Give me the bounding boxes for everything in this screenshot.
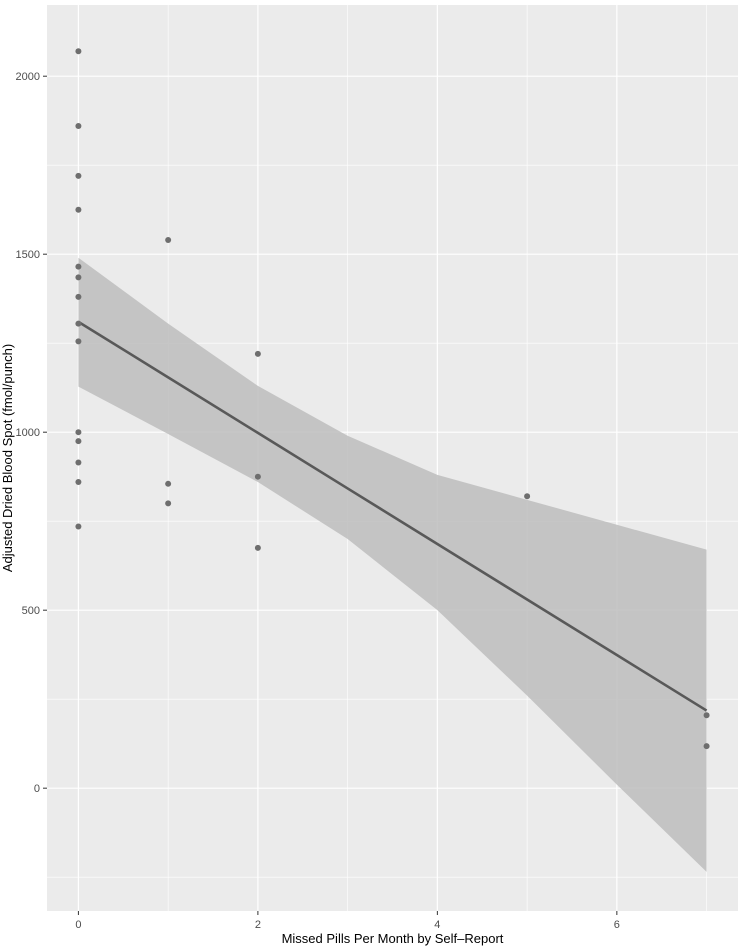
data-point bbox=[75, 293, 82, 300]
y-axis-ticks: 0 500 1000 1500 2000 bbox=[16, 71, 47, 795]
x-tick-label: 6 bbox=[614, 919, 620, 931]
y-tick-label: 0 bbox=[34, 783, 40, 795]
data-point bbox=[165, 236, 172, 243]
x-axis-title: Missed Pills Per Month by Self–Report bbox=[282, 931, 504, 946]
confidence-band bbox=[78, 257, 707, 872]
x-tick-label: 0 bbox=[75, 919, 81, 931]
y-tick-label: 2000 bbox=[16, 71, 40, 83]
data-point bbox=[254, 350, 261, 357]
data-point bbox=[75, 459, 82, 466]
x-tick-label: 2 bbox=[255, 919, 261, 931]
y-tick-label: 500 bbox=[22, 605, 40, 617]
data-point bbox=[75, 523, 82, 530]
data-point bbox=[254, 544, 261, 551]
data-point bbox=[703, 743, 710, 750]
y-axis-title: Adjusted Dried Blood Spot (fmol/punch) bbox=[0, 344, 15, 572]
x-axis-ticks: 0 2 4 6 bbox=[75, 911, 620, 931]
regression-line-layer bbox=[77, 320, 708, 712]
regression-line bbox=[77, 320, 708, 712]
data-point bbox=[75, 123, 82, 130]
data-point bbox=[75, 479, 82, 486]
data-point bbox=[703, 712, 710, 719]
y-tick-label: 1500 bbox=[16, 249, 40, 261]
data-point bbox=[524, 493, 531, 500]
data-point bbox=[75, 263, 82, 270]
x-tick-label: 4 bbox=[434, 919, 440, 931]
data-point bbox=[75, 338, 82, 345]
data-point bbox=[75, 48, 82, 55]
data-point bbox=[75, 206, 82, 213]
data-points bbox=[75, 48, 710, 750]
data-point bbox=[75, 172, 82, 179]
data-point bbox=[254, 473, 261, 480]
confidence-band-layer bbox=[78, 257, 707, 872]
data-point bbox=[75, 438, 82, 445]
data-point bbox=[75, 320, 82, 327]
data-point bbox=[165, 480, 172, 487]
y-tick-label: 1000 bbox=[16, 427, 40, 439]
data-point bbox=[165, 500, 172, 507]
data-point bbox=[75, 429, 82, 436]
data-point bbox=[75, 274, 82, 281]
